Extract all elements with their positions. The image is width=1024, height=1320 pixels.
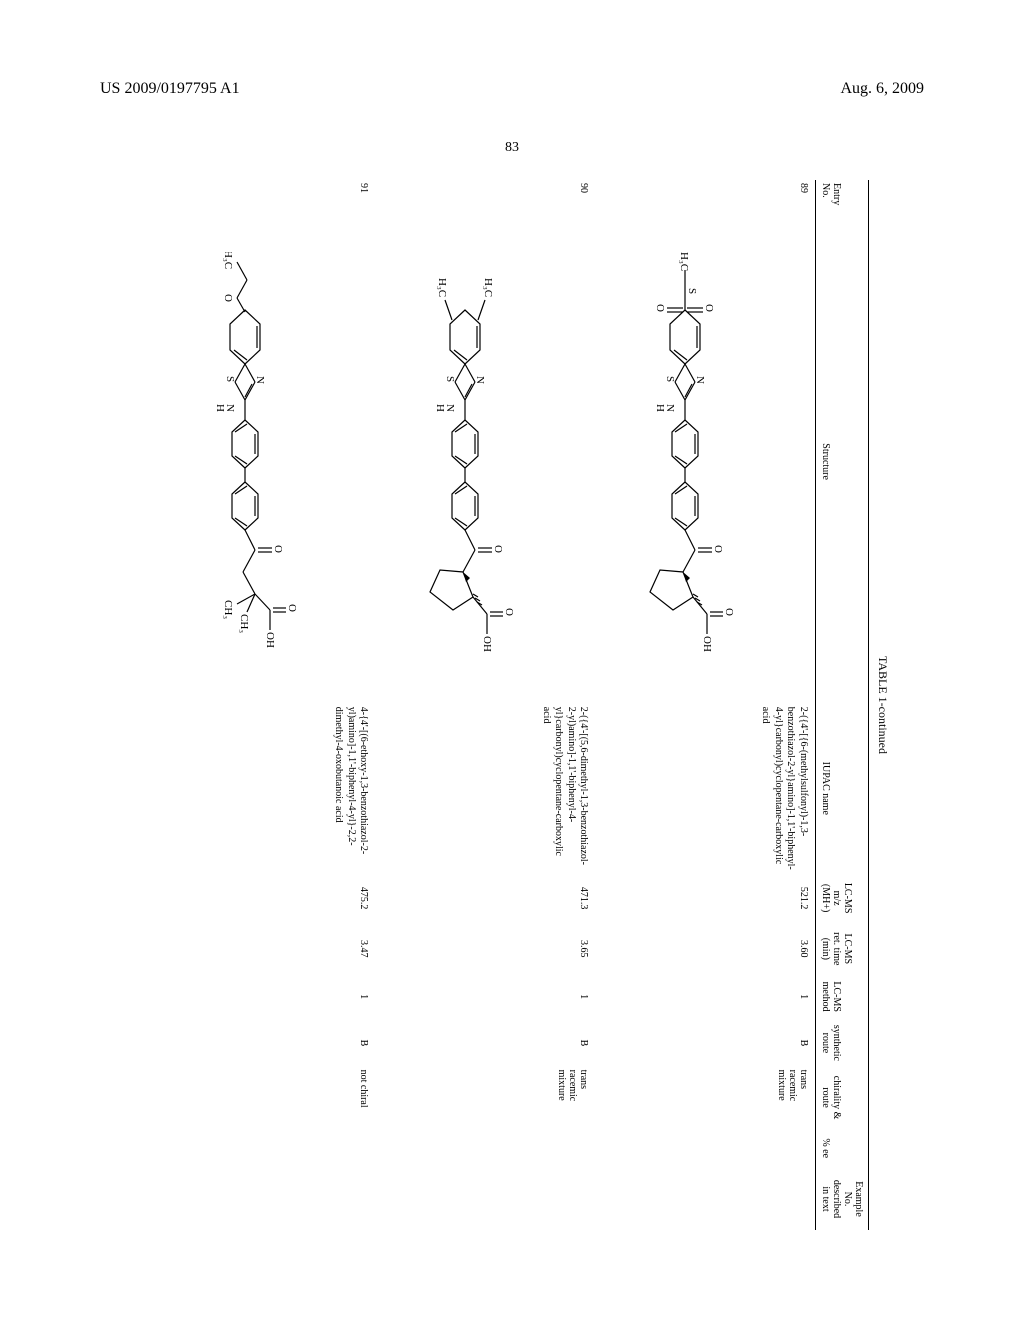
lcms-rettime: 3.47 [156, 923, 376, 974]
table-row: 90 [376, 180, 596, 1230]
lcms-mz: 475.2 [156, 873, 376, 924]
svg-text:OH: OH [701, 636, 713, 652]
svg-text:OH: OH [482, 636, 494, 652]
svg-text:H₃C: H₃C [223, 252, 235, 269]
svg-text:H: H [215, 404, 227, 412]
chem-structure-91: H₃C O NS NH O O OH CH₃ CH₃ [166, 252, 366, 672]
iupac-name: 2-({4'-[(5,6-dimethyl-1,3-benzothiazol-2… [540, 707, 590, 870]
lcms-method: 1 [376, 974, 596, 1019]
svg-text:H: H [654, 404, 666, 412]
col-mz-header: LC-MSm/z(MH+) [816, 873, 869, 924]
percent-ee [596, 1129, 816, 1168]
col-route-header: syntheticroute [816, 1019, 869, 1066]
col-iupac-header: IUPAC name [816, 704, 869, 873]
example-no [596, 1168, 816, 1230]
lcms-mz: 471.3 [376, 873, 596, 924]
chirality: transracemicmixture [376, 1067, 596, 1129]
compound-table: EntryNo. Structure IUPAC name LC-MSm/z(M… [156, 180, 870, 1230]
svg-text:O: O [493, 545, 505, 553]
lcms-rettime: 3.60 [596, 923, 816, 974]
svg-text:CH₃: CH₃ [223, 600, 235, 619]
chirality: not chiral [156, 1067, 376, 1129]
svg-text:CH₃: CH₃ [239, 614, 251, 633]
entry-no: 91 [156, 180, 376, 219]
svg-text:OH: OH [265, 632, 277, 648]
svg-text:S: S [664, 376, 676, 382]
svg-text:N: N [255, 376, 267, 384]
svg-text:O: O [287, 604, 299, 612]
svg-text:H₃C: H₃C [678, 252, 690, 271]
iupac-name: 2-({4'-[{6-(methylsulfonyl)-1,3-benzothi… [759, 707, 809, 870]
entry-no: 90 [376, 180, 596, 219]
synthetic-route: B [376, 1019, 596, 1066]
svg-text:O: O [273, 545, 285, 553]
synthetic-route: B [156, 1019, 376, 1066]
svg-text:S: S [445, 376, 457, 382]
percent-ee [156, 1129, 376, 1168]
example-no [156, 1168, 376, 1230]
col-chirality-header: chirality &route [816, 1067, 869, 1129]
col-method-header: LC-MSmethod [816, 974, 869, 1019]
col-structure-header: Structure [816, 219, 869, 703]
example-no [376, 1168, 596, 1230]
structure-cell: H₃C O NS NH O O OH CH₃ CH₃ [156, 219, 376, 703]
table-row: 89 [596, 180, 816, 1230]
lcms-method: 1 [156, 974, 376, 1019]
table-row: 91 [156, 180, 376, 1230]
lcms-method: 1 [596, 974, 816, 1019]
svg-text:H: H [435, 404, 447, 412]
svg-text:S: S [225, 376, 237, 382]
svg-text:H₃C: H₃C [483, 278, 495, 297]
lcms-rettime: 3.65 [376, 923, 596, 974]
col-ee-header: % ee [816, 1129, 869, 1168]
svg-text:H₃C: H₃C [437, 278, 449, 297]
iupac-name: 4-{4'-[(6-ethoxy-1,3-benzothiazol-2-yl)a… [332, 707, 370, 870]
col-rettime-header: LC-MSret. time(min) [816, 923, 869, 974]
chem-structure-89: H₃C OO S NS NH O O OH [605, 252, 805, 672]
page-number: 83 [0, 140, 1024, 156]
col-example-header: ExampleNo.describedin text [816, 1168, 869, 1230]
svg-text:S: S [686, 288, 698, 294]
structure-cell: H₃C OO S NS NH O O OH [596, 219, 816, 703]
svg-text:O: O [703, 304, 715, 312]
svg-text:O: O [712, 545, 724, 553]
col-entry-header: EntryNo. [816, 180, 869, 219]
percent-ee [376, 1129, 596, 1168]
svg-text:O: O [723, 608, 735, 616]
synthetic-route: B [596, 1019, 816, 1066]
svg-text:O: O [223, 294, 235, 302]
svg-text:N: N [694, 376, 706, 384]
chirality: transracemicmixture [596, 1067, 816, 1129]
table-title: TABLE 1-continued [875, 180, 890, 1230]
svg-text:O: O [504, 608, 516, 616]
entry-no: 89 [596, 180, 816, 219]
structure-cell: H₃C H₃C NS NH O O OH [376, 219, 596, 703]
publication-number: US 2009/0197795 A1 [100, 80, 240, 98]
lcms-mz: 521.2 [596, 873, 816, 924]
page-header: US 2009/0197795 A1 Aug. 6, 2009 [0, 80, 1024, 98]
chem-structure-90: H₃C H₃C NS NH O O OH [386, 252, 586, 672]
publication-date: Aug. 6, 2009 [840, 80, 924, 98]
svg-text:O: O [654, 304, 666, 312]
svg-text:N: N [475, 376, 487, 384]
rotated-table-frame: TABLE 1-continued EntryNo. Structure IUP… [0, 325, 1024, 1085]
